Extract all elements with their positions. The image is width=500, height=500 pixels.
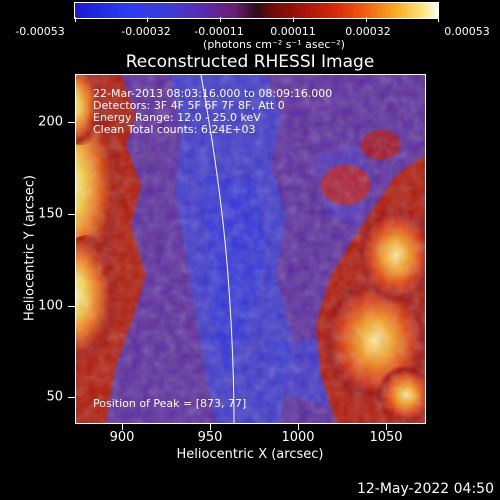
x-tick-label: 900: [109, 430, 135, 445]
y-tick-label: 200: [38, 114, 63, 130]
x-tick: [122, 424, 123, 430]
colorbar-units: (photons cm⁻² s⁻¹ asec⁻²): [203, 38, 345, 51]
info-line-detectors: Detectors: 3F 4F 5F 6F 7F 8F, Att 0: [93, 99, 285, 112]
colorbar-tick: [293, 17, 294, 22]
info-line-time: 22-Mar-2013 08:03:16.000 to 08:09:16.000: [93, 87, 333, 100]
info-line-energy: Energy Range: 12.0 - 25.0 keV: [93, 111, 261, 124]
y-tick: [68, 306, 75, 307]
colorbar-label: 0.00011: [270, 25, 316, 38]
y-tick-label: 50: [46, 389, 63, 405]
plot-title: Reconstructed RHESSI Image: [125, 52, 375, 72]
x-tick-label: 1050: [369, 430, 403, 445]
solar-limb: [200, 75, 235, 423]
y-tick: [68, 214, 75, 215]
colorbar-tick: [366, 17, 367, 22]
x-tick: [386, 424, 387, 430]
colorbar-label: -0.00011: [194, 25, 244, 38]
y-tick-label: 100: [38, 298, 63, 314]
colorbar-tick: [75, 17, 76, 22]
colorbar-tick: [147, 17, 148, 22]
image-plot: [75, 74, 426, 424]
x-tick-label: 950: [197, 430, 223, 445]
x-tick: [210, 424, 211, 430]
colorbar-tick: [438, 17, 439, 22]
peak-position: Position of Peak = [873, 77]: [93, 397, 247, 410]
colorbar-label: -0.00032: [121, 25, 171, 38]
colorbar: [74, 2, 439, 22]
y-tick-label: 150: [38, 206, 63, 222]
x-tick: [298, 424, 299, 430]
colorbar-label: -0.00053: [15, 25, 65, 38]
image-canvas: [76, 75, 425, 423]
pixel-texture: [76, 75, 425, 423]
x-tick-label: 1000: [281, 430, 315, 445]
y-tick: [68, 397, 75, 398]
x-axis-title: Heliocentric X (arcsec): [176, 447, 324, 462]
y-tick: [68, 122, 75, 123]
colorbar-label: 0.00053: [444, 25, 490, 38]
colorbar-tick: [220, 17, 221, 22]
y-axis-title: Heliocentric Y (arcsec): [22, 175, 38, 321]
colorbar-label: 0.00032: [345, 25, 391, 38]
info-line-counts: Clean Total counts: 6.24E+03: [93, 123, 256, 136]
timestamp: 12-May-2022 04:50: [356, 481, 494, 497]
